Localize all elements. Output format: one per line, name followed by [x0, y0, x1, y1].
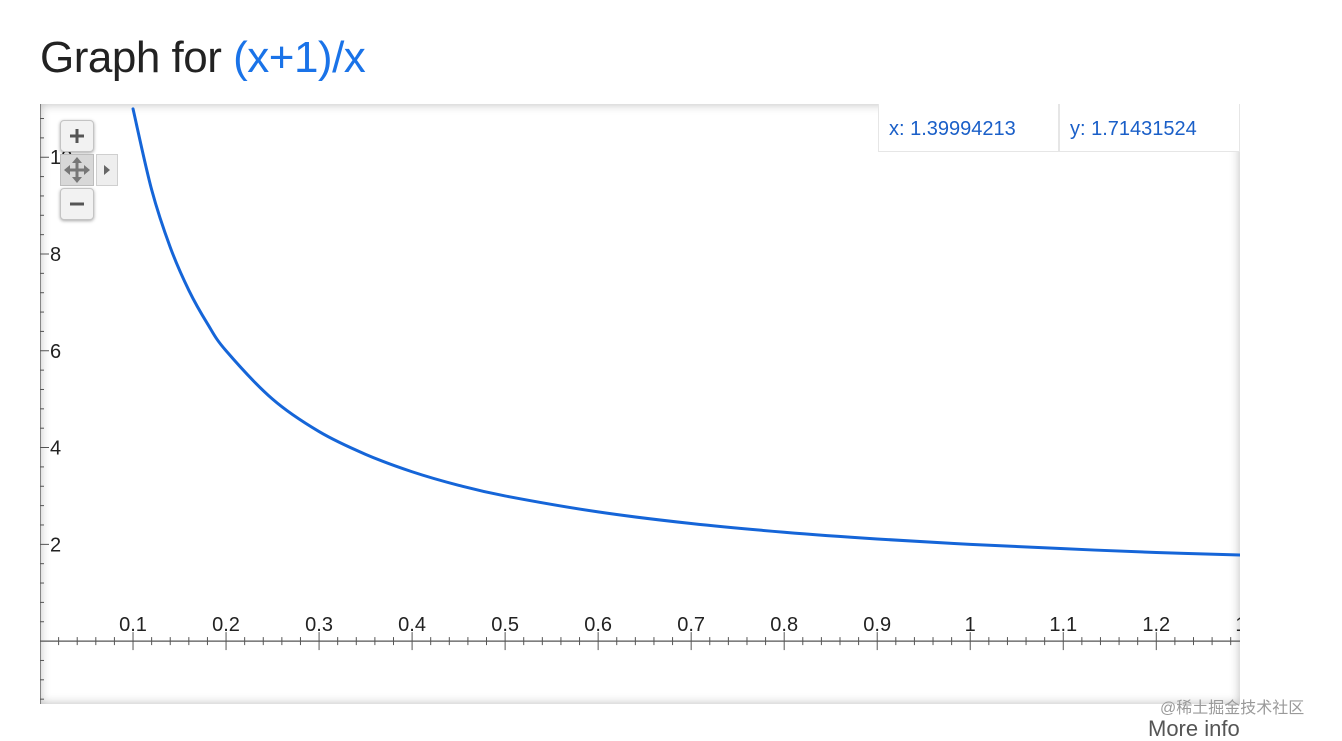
x-tick-label: 1.2	[1142, 614, 1170, 636]
x-tick-label: 0.7	[677, 614, 705, 636]
x-tick-label: 0.2	[212, 614, 240, 636]
x-tick-label: 1	[965, 614, 976, 636]
zoom-out-button[interactable]	[60, 188, 94, 220]
axis-ticks	[40, 118, 1232, 700]
page-title: Graph for (x+1)/x	[40, 32, 366, 84]
curve-layer	[131, 107, 1240, 557]
y-tick-label: 6	[50, 341, 61, 363]
function-expression[interactable]: (x+1)/x	[233, 33, 366, 82]
y-tick-label: 4	[50, 438, 61, 460]
x-tick-label: 0.8	[770, 614, 798, 636]
x-tick-label: 0.1	[119, 614, 147, 636]
title-prefix: Graph for	[40, 33, 234, 82]
zoom-controls	[60, 120, 118, 220]
y-readout: y: 1.71431524	[1059, 104, 1240, 152]
watermark: @稀土掘金技术社区	[1160, 700, 1305, 717]
x-tick-label: 0.6	[584, 614, 612, 636]
x-tick-label: 1.1	[1049, 614, 1077, 636]
series-line	[131, 107, 1240, 557]
x-tick-label: 0.9	[863, 614, 891, 636]
x-tick-label: 0.5	[491, 614, 519, 636]
tick-labels: 0.1 0.2 0.3 0.4 0.5 0.6 0.7 0.8 0.9 1 1.1 1.2 1.3 2 4 6…	[50, 147, 1240, 636]
x-tick-label: 0.3	[305, 614, 333, 636]
more-info-link[interactable]: More info	[1148, 716, 1240, 741]
pan-button[interactable]	[60, 154, 94, 186]
graph-panel[interactable]: 0.1 0.2 0.3 0.4 0.5 0.6 0.7 0.8 0.9 1 1.1 1.2 1.3 2 4 6…	[40, 104, 1240, 704]
y-tick-label: 8	[50, 244, 61, 266]
zoom-in-button[interactable]	[60, 120, 94, 152]
x-tick-label: 1.3	[1235, 614, 1240, 636]
move-icon	[64, 157, 90, 183]
chevron-right-icon[interactable]	[96, 154, 118, 186]
y-tick-label: 2	[50, 534, 61, 556]
x-tick-label: 0.4	[398, 614, 426, 636]
axes	[40, 104, 1240, 704]
x-readout: x: 1.39994213	[878, 104, 1059, 152]
function-plot[interactable]: 0.1 0.2 0.3 0.4 0.5 0.6 0.7 0.8 0.9 1 1.1 1.2 1.3 2 4 6…	[40, 104, 1240, 704]
